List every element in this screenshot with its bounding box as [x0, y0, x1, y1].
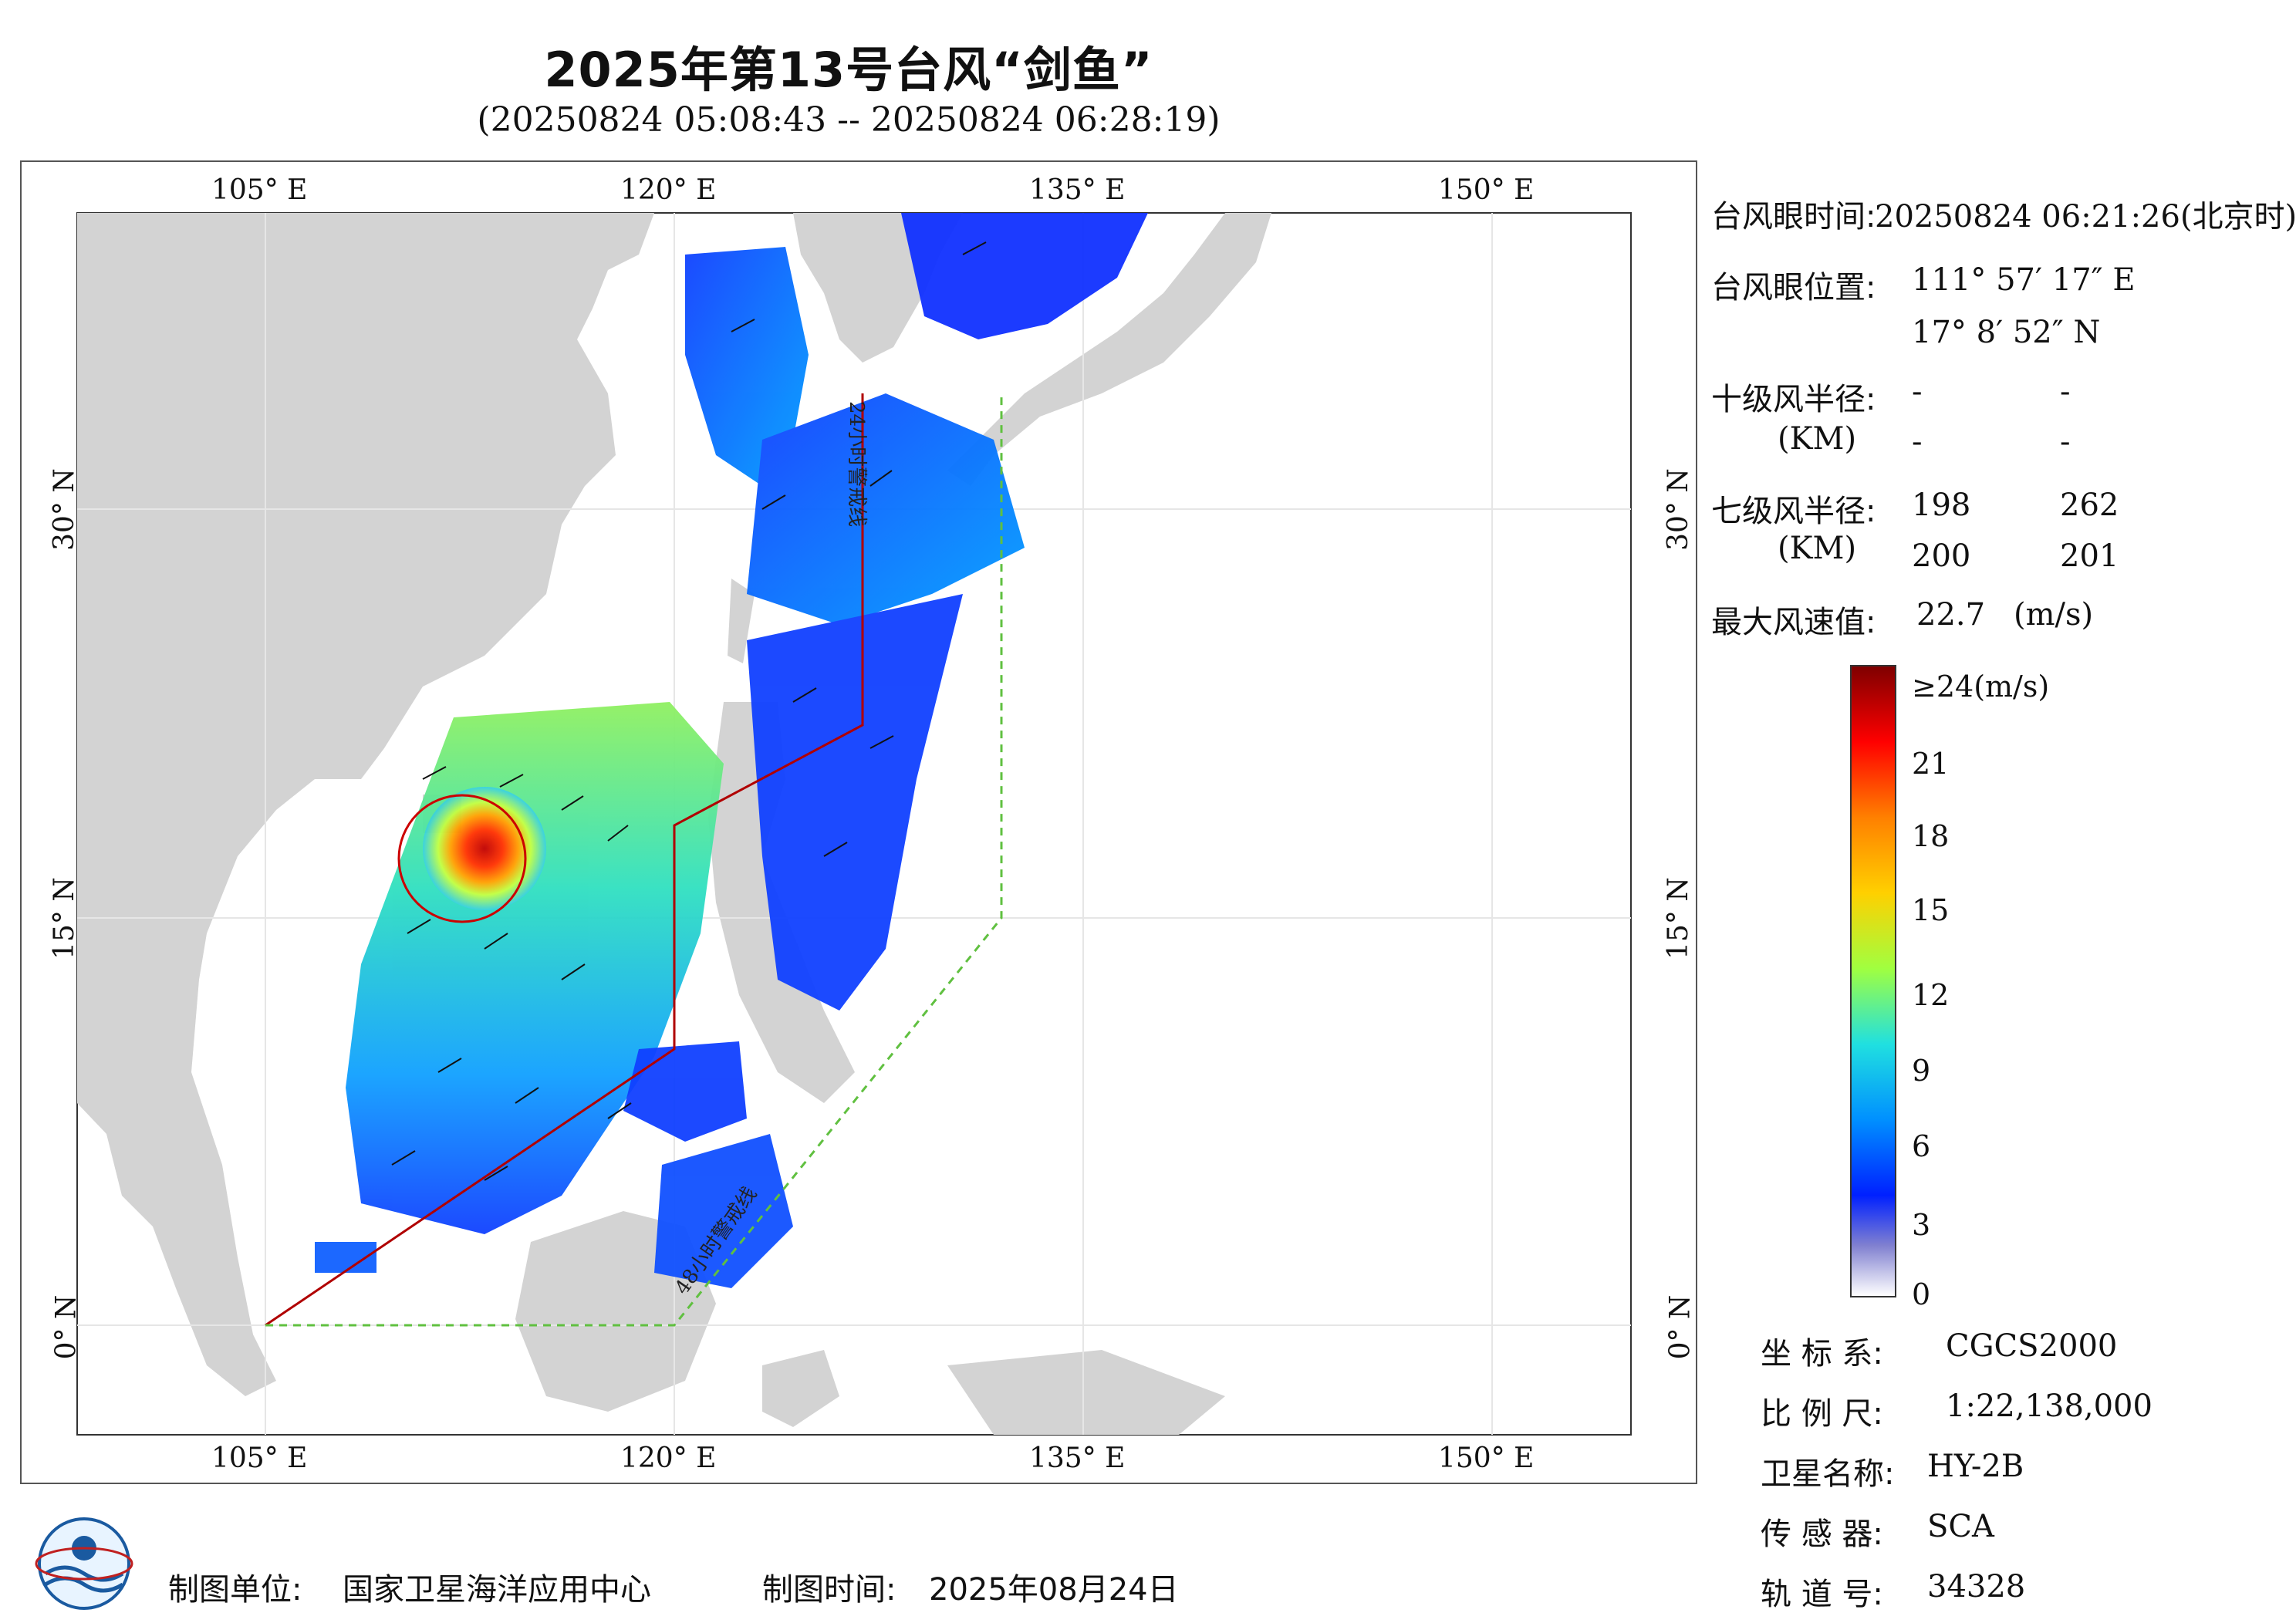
- sulawesi: [762, 1350, 839, 1427]
- lon-tick-top: 120° E: [620, 174, 717, 206]
- nsoas-logo-icon: [35, 1517, 133, 1610]
- lat-tick-left: 0° N: [50, 1294, 83, 1360]
- lon-tick-top: 105° E: [211, 174, 308, 206]
- satellite-label: 卫星名称:: [1761, 1456, 1895, 1492]
- colorbar-label: 0: [1912, 1277, 1931, 1311]
- r10-value: -: [2060, 424, 2071, 460]
- warning-label-24h: 24小时警戒线: [845, 401, 868, 527]
- lon-tick-top: 150° E: [1438, 174, 1535, 206]
- typhoon-core: [423, 787, 546, 910]
- lat-tick-right: 15° N: [1662, 877, 1694, 960]
- wind-barbs: [391, 241, 987, 1181]
- date-label: 制图时间:: [762, 1572, 896, 1608]
- crs-label: 坐 标 系:: [1761, 1336, 1883, 1372]
- scale-label: 比 例 尺:: [1761, 1396, 1883, 1432]
- r10-value: -: [2060, 374, 2071, 410]
- orbit-label: 轨 道 号:: [1761, 1577, 1883, 1612]
- eye-time-label: 台风眼时间:: [1711, 199, 1876, 235]
- wind-field-map[interactable]: 24小时警戒线 48小时警戒线: [22, 162, 1696, 1483]
- colorbar-label: 18: [1912, 819, 1950, 853]
- lat-tick-left: 30° N: [48, 468, 80, 551]
- r10-value: -: [1912, 374, 1923, 410]
- r7-value: 198: [1912, 488, 1971, 523]
- lat-tick-right: 0° N: [1664, 1294, 1697, 1360]
- scale-value: 1:22,138,000: [1946, 1388, 2152, 1424]
- colorbar-label: 15: [1912, 893, 1950, 927]
- eye-latitude: 17° 8′ 52″ N: [1912, 315, 2101, 350]
- wind-swath-philippine-sea: [623, 1041, 793, 1288]
- philippines: [708, 702, 855, 1103]
- new-guinea: [947, 1350, 1225, 1435]
- lon-tick-top: 135° E: [1029, 174, 1126, 206]
- map-panel[interactable]: 24小时警戒线 48小时警戒线: [20, 160, 1697, 1484]
- lat-tick-left: 15° N: [48, 877, 80, 960]
- colorbar-label: ≥24(m/s): [1912, 670, 2050, 704]
- sensor-value: SCA: [1927, 1509, 1994, 1544]
- taiwan: [728, 579, 755, 663]
- sensor-label: 传 感 器:: [1761, 1517, 1883, 1552]
- r7-value: 201: [2060, 538, 2119, 574]
- colorbar-label: 3: [1912, 1208, 1931, 1242]
- lon-tick-bottom: 135° E: [1029, 1442, 1126, 1474]
- r10-unit: (KM): [1778, 421, 1857, 457]
- eye-position-label: 台风眼位置:: [1711, 270, 1876, 305]
- japan-islands: [947, 213, 1271, 486]
- colorbar-label: 6: [1912, 1129, 1931, 1163]
- r7-unit: (KM): [1778, 531, 1857, 566]
- warning-line-48h: [265, 393, 1003, 1327]
- warning-line-24h: [265, 393, 864, 1327]
- map-subtitle: (20250824 05:08:43 -- 20250824 06:28:19): [477, 100, 1221, 140]
- colorbar-label: 9: [1912, 1054, 1931, 1088]
- wind-speed-colorbar: [1850, 665, 1896, 1297]
- colorbar-label: 21: [1912, 747, 1950, 781]
- r7-label: 七级风半径:: [1711, 494, 1876, 529]
- lon-tick-bottom: 105° E: [211, 1442, 308, 1474]
- typhoon-eye-ring: [397, 794, 527, 923]
- r7-value: 262: [2060, 488, 2119, 523]
- date-value: 2025年08月24日: [929, 1572, 1179, 1608]
- lon-tick-bottom: 150° E: [1438, 1442, 1535, 1474]
- max-wind-value: 22.7: [1916, 597, 1986, 633]
- crs-value: CGCS2000: [1946, 1328, 2118, 1364]
- orbit-value: 34328: [1927, 1569, 2026, 1604]
- max-wind-label: 最大风速值:: [1711, 605, 1876, 640]
- satellite-value: HY-2B: [1927, 1449, 2024, 1484]
- producer-label: 制图单位:: [168, 1572, 302, 1608]
- eye-time-value: 20250824 06:21:26(北京时): [1875, 199, 2296, 235]
- lat-tick-right: 30° N: [1662, 468, 1694, 551]
- lon-tick-bottom: 120° E: [620, 1442, 717, 1474]
- r10-label: 十级风半径:: [1711, 382, 1876, 417]
- r7-value: 200: [1912, 538, 1971, 574]
- r10-value: -: [1912, 424, 1923, 460]
- colorbar-label: 12: [1912, 978, 1950, 1012]
- wind-swath-south-china-sea: [315, 702, 724, 1273]
- eye-longitude: 111° 57′ 17″ E: [1912, 262, 2136, 298]
- max-wind-unit: (m/s): [2014, 597, 2094, 633]
- map-title: 2025年第13号台风“剑鱼”: [544, 42, 1153, 98]
- producer-value: 国家卫星海洋应用中心: [343, 1572, 651, 1608]
